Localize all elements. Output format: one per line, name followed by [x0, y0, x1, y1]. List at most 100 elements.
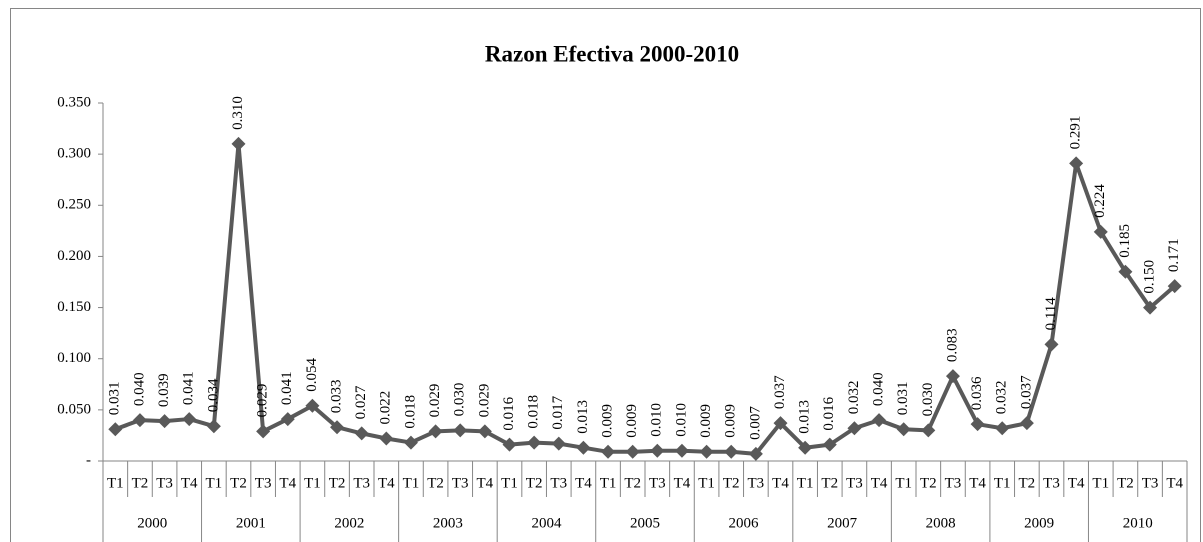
data-label: 0.031 — [895, 382, 911, 416]
data-label: 0.017 — [550, 395, 566, 429]
point-marker — [256, 424, 271, 439]
x-tick-label: T4 — [1068, 475, 1085, 491]
x-tick-label: T3 — [550, 475, 567, 491]
y-tick-label: 0.350 — [57, 94, 91, 110]
point-marker — [280, 412, 295, 427]
point-marker — [1093, 224, 1108, 239]
data-label: 0.114 — [1043, 297, 1059, 331]
x-tick-label: T1 — [994, 475, 1011, 491]
data-label: 0.010 — [649, 403, 665, 437]
x-tick-label: T3 — [649, 475, 666, 491]
x-tick-label: T4 — [378, 475, 395, 491]
y-tick-label: 0.300 — [57, 146, 91, 162]
x-tick-label: T2 — [920, 475, 937, 491]
x-tick-label: T3 — [945, 475, 962, 491]
x-tick-label: T4 — [477, 475, 494, 491]
x-tick-label: T2 — [1019, 475, 1036, 491]
point-marker — [403, 435, 418, 450]
y-tick-label: - — [86, 452, 91, 468]
data-label: 0.224 — [1092, 184, 1108, 218]
data-label: 0.013 — [575, 400, 591, 434]
point-marker — [502, 437, 517, 452]
x-tick-label: T1 — [501, 475, 518, 491]
point-marker — [625, 444, 640, 459]
point-marker — [354, 426, 369, 441]
data-label: 0.022 — [378, 391, 394, 425]
x-tick-label: T2 — [624, 475, 641, 491]
data-label: 0.054 — [304, 358, 320, 392]
x-tick-label: T3 — [452, 475, 469, 491]
point-marker — [379, 431, 394, 446]
group-label: 2001 — [236, 515, 266, 531]
point-marker — [182, 412, 197, 427]
data-label: 0.031 — [107, 382, 123, 416]
point-marker — [1019, 416, 1034, 431]
group-label: 2002 — [334, 515, 364, 531]
data-label: 0.040 — [131, 372, 147, 406]
y-tick-label: 0.250 — [57, 197, 91, 213]
x-tick-label: T3 — [353, 475, 370, 491]
x-tick-label: T2 — [821, 475, 838, 491]
point-marker — [748, 446, 763, 461]
series-line — [114, 141, 1176, 456]
point-marker — [945, 369, 960, 384]
data-label: 0.185 — [1117, 224, 1133, 258]
point-marker — [872, 413, 887, 428]
data-label: 0.310 — [230, 96, 246, 130]
data-label: 0.171 — [1166, 238, 1182, 272]
y-tick-label: 0.050 — [57, 401, 91, 417]
x-tick-label: T4 — [674, 475, 691, 491]
point-marker — [601, 444, 616, 459]
x-tick-label: T2 — [230, 475, 247, 491]
group-label: 2000 — [137, 515, 167, 531]
data-label: 0.016 — [821, 396, 837, 430]
y-tick-label: 0.100 — [57, 350, 91, 366]
x-tick-label: T1 — [797, 475, 814, 491]
data-label: 0.034 — [205, 378, 221, 412]
point-marker — [773, 416, 788, 431]
point-marker — [453, 423, 468, 438]
x-tick-label: T2 — [132, 475, 149, 491]
group-label: 2008 — [926, 515, 956, 531]
data-label: 0.007 — [747, 406, 763, 440]
x-tick-label: T4 — [575, 475, 592, 491]
point-marker — [157, 414, 172, 429]
point-marker — [847, 421, 862, 436]
data-label: 0.032 — [846, 381, 862, 415]
data-label: 0.030 — [452, 383, 468, 417]
x-tick-label: T2 — [329, 475, 346, 491]
y-tick-label: 0.150 — [57, 299, 91, 315]
data-label: 0.018 — [526, 395, 542, 429]
point-marker — [822, 437, 837, 452]
data-label: 0.030 — [920, 383, 936, 417]
point-marker — [699, 444, 714, 459]
data-label: 0.027 — [353, 385, 369, 419]
data-label: 0.029 — [427, 384, 443, 418]
x-tick-label: T3 — [156, 475, 173, 491]
point-marker — [305, 398, 320, 413]
data-label: 0.032 — [994, 381, 1010, 415]
x-tick-label: T1 — [206, 475, 223, 491]
point-marker — [1044, 337, 1059, 352]
x-tick-label: T3 — [255, 475, 272, 491]
x-tick-label: T4 — [279, 475, 296, 491]
point-marker — [132, 413, 147, 428]
point-marker — [650, 443, 665, 458]
chart-border — [10, 8, 1201, 542]
x-tick-label: T1 — [698, 475, 715, 491]
point-marker — [206, 419, 221, 434]
x-tick-label: T2 — [723, 475, 740, 491]
data-label: 0.029 — [255, 384, 271, 418]
data-label: 0.037 — [772, 375, 788, 409]
group-label: 2004 — [531, 515, 562, 531]
x-tick-label: T4 — [969, 475, 986, 491]
data-label: 0.018 — [402, 395, 418, 429]
x-tick-label: T1 — [107, 475, 124, 491]
chart-title: Razon Efectiva 2000-2010 — [485, 41, 739, 66]
point-marker — [798, 440, 813, 455]
x-tick-label: T4 — [871, 475, 888, 491]
data-label: 0.029 — [476, 384, 492, 418]
point-marker — [231, 136, 246, 151]
point-marker — [1167, 279, 1182, 294]
